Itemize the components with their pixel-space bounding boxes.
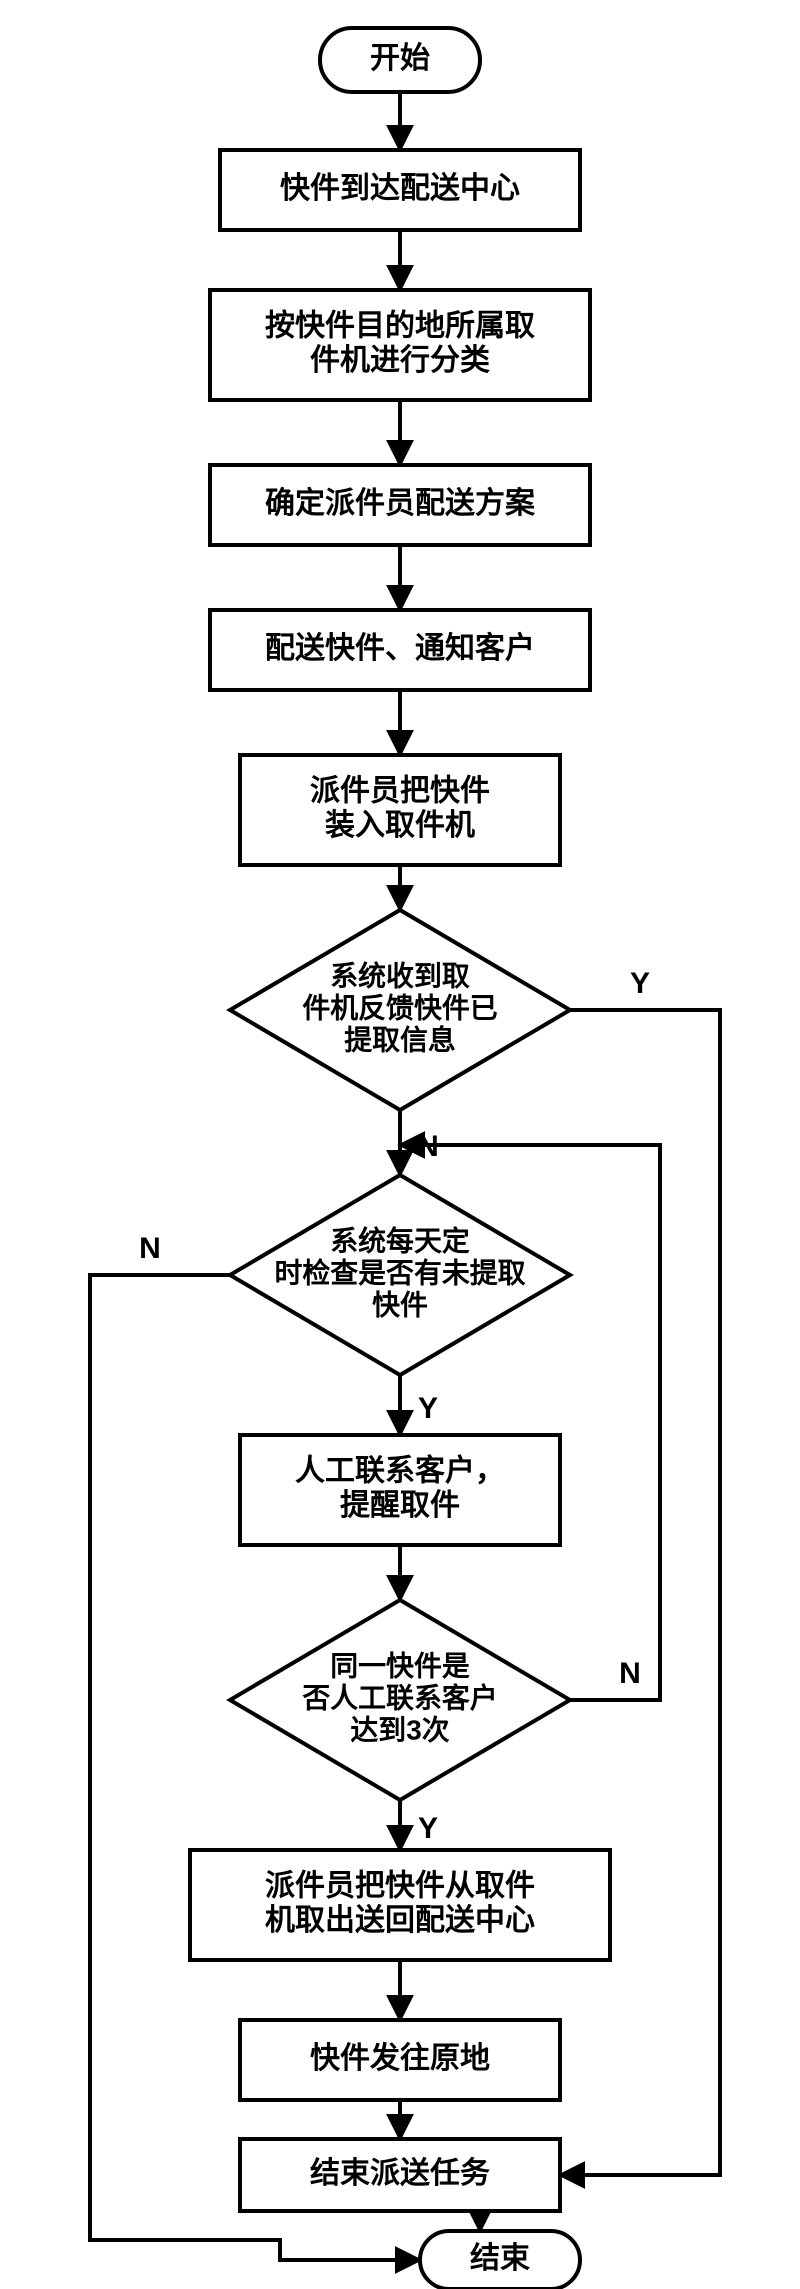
svg-text:快件发往原地: 快件发往原地 <box>310 2042 490 2075</box>
svg-text:开始: 开始 <box>370 42 430 75</box>
svg-text:快件: 快件 <box>372 1289 428 1320</box>
svg-text:时检查是否有未提取: 时检查是否有未提取 <box>274 1256 525 1288</box>
edge-label-11: Y <box>418 1812 438 1845</box>
svg-text:配送快件、通知客户: 配送快件、通知客户 <box>265 631 535 665</box>
svg-text:派件员把快件: 派件员把快件 <box>310 775 490 808</box>
svg-text:装入取件机: 装入取件机 <box>325 809 475 842</box>
svg-text:否人工联系客户: 否人工联系客户 <box>302 1681 497 1713</box>
edge-7 <box>560 1010 720 2175</box>
svg-text:结束派送任务: 结束派送任务 <box>310 2157 490 2190</box>
svg-text:系统收到取: 系统收到取 <box>330 959 470 991</box>
edge-label-9: N <box>139 1232 161 1265</box>
edge-label-8: Y <box>418 1392 438 1425</box>
svg-text:快件到达配送中心: 快件到达配送中心 <box>280 172 520 205</box>
svg-text:机取出送回配送中心: 机取出送回配送中心 <box>265 1904 535 1937</box>
edge-label-7: Y <box>630 967 650 1000</box>
svg-text:提取信息: 提取信息 <box>344 1023 456 1055</box>
svg-text:确定派件员配送方案: 确定派件员配送方案 <box>265 486 536 520</box>
svg-text:件机反馈快件已: 件机反馈快件已 <box>302 992 497 1023</box>
svg-text:派件员把快件从取件: 派件员把快件从取件 <box>265 1870 535 1903</box>
svg-text:件机进行分类: 件机进行分类 <box>310 344 490 377</box>
svg-text:按快件目的地所属取: 按快件目的地所属取 <box>265 310 535 343</box>
edge-label-12: N <box>619 1657 641 1690</box>
svg-text:人工联系客户，: 人工联系客户， <box>295 1454 505 1488</box>
svg-text:同一快件是: 同一快件是 <box>330 1650 470 1681</box>
svg-text:系统每天定: 系统每天定 <box>330 1224 470 1256</box>
svg-text:提醒取件: 提醒取件 <box>340 1489 460 1522</box>
svg-text:达到3次: 达到3次 <box>350 1714 449 1745</box>
svg-text:结束: 结束 <box>470 2242 530 2275</box>
